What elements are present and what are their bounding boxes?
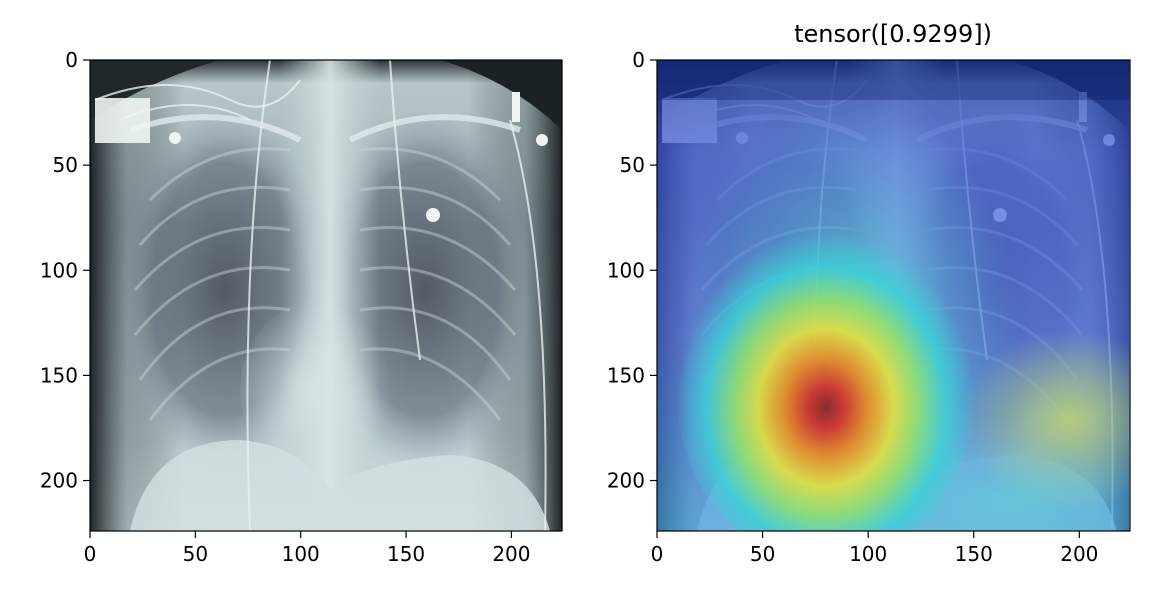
x-tick-label: 0 xyxy=(651,542,664,566)
y-tick-label: 100 xyxy=(40,258,78,282)
x-axis-ticks: 0 50 100 150 200 xyxy=(84,531,531,566)
x-tick-label: 100 xyxy=(849,542,887,566)
y-tick-label: 50 xyxy=(620,153,645,177)
panel-left: 0 50 100 150 200 0 50 100 150 200 xyxy=(40,48,563,566)
y-tick-label: 150 xyxy=(607,363,645,387)
axes-frame xyxy=(656,59,1131,532)
axes-frame xyxy=(89,59,563,532)
xray-image xyxy=(90,60,562,531)
y-axis-ticks: 0 50 100 150 200 xyxy=(607,48,657,493)
x-tick-label: 150 xyxy=(387,542,425,566)
y-axis-ticks: 0 50 100 150 200 xyxy=(40,48,90,493)
x-tick-label: 50 xyxy=(750,542,775,566)
panel-right: tensor([0.9299]) 0 50 100 150 200 0 50 100 150 2… xyxy=(607,20,1131,566)
x-tick-label: 100 xyxy=(282,542,320,566)
y-tick-label: 200 xyxy=(40,469,78,493)
x-tick-label: 0 xyxy=(84,542,97,566)
y-tick-label: 0 xyxy=(632,48,645,72)
x-tick-label: 50 xyxy=(183,542,208,566)
x-tick-label: 200 xyxy=(1060,542,1098,566)
panel-title: tensor([0.9299]) xyxy=(794,20,992,48)
heatmap-overlay-image xyxy=(657,60,1130,531)
x-axis-ticks: 0 50 100 150 200 xyxy=(651,531,1098,566)
y-tick-label: 0 xyxy=(65,48,78,72)
y-tick-label: 50 xyxy=(53,153,78,177)
y-tick-label: 150 xyxy=(40,363,78,387)
y-tick-label: 100 xyxy=(607,258,645,282)
y-tick-label: 200 xyxy=(607,469,645,493)
x-tick-label: 150 xyxy=(955,542,993,566)
x-tick-label: 200 xyxy=(492,542,530,566)
